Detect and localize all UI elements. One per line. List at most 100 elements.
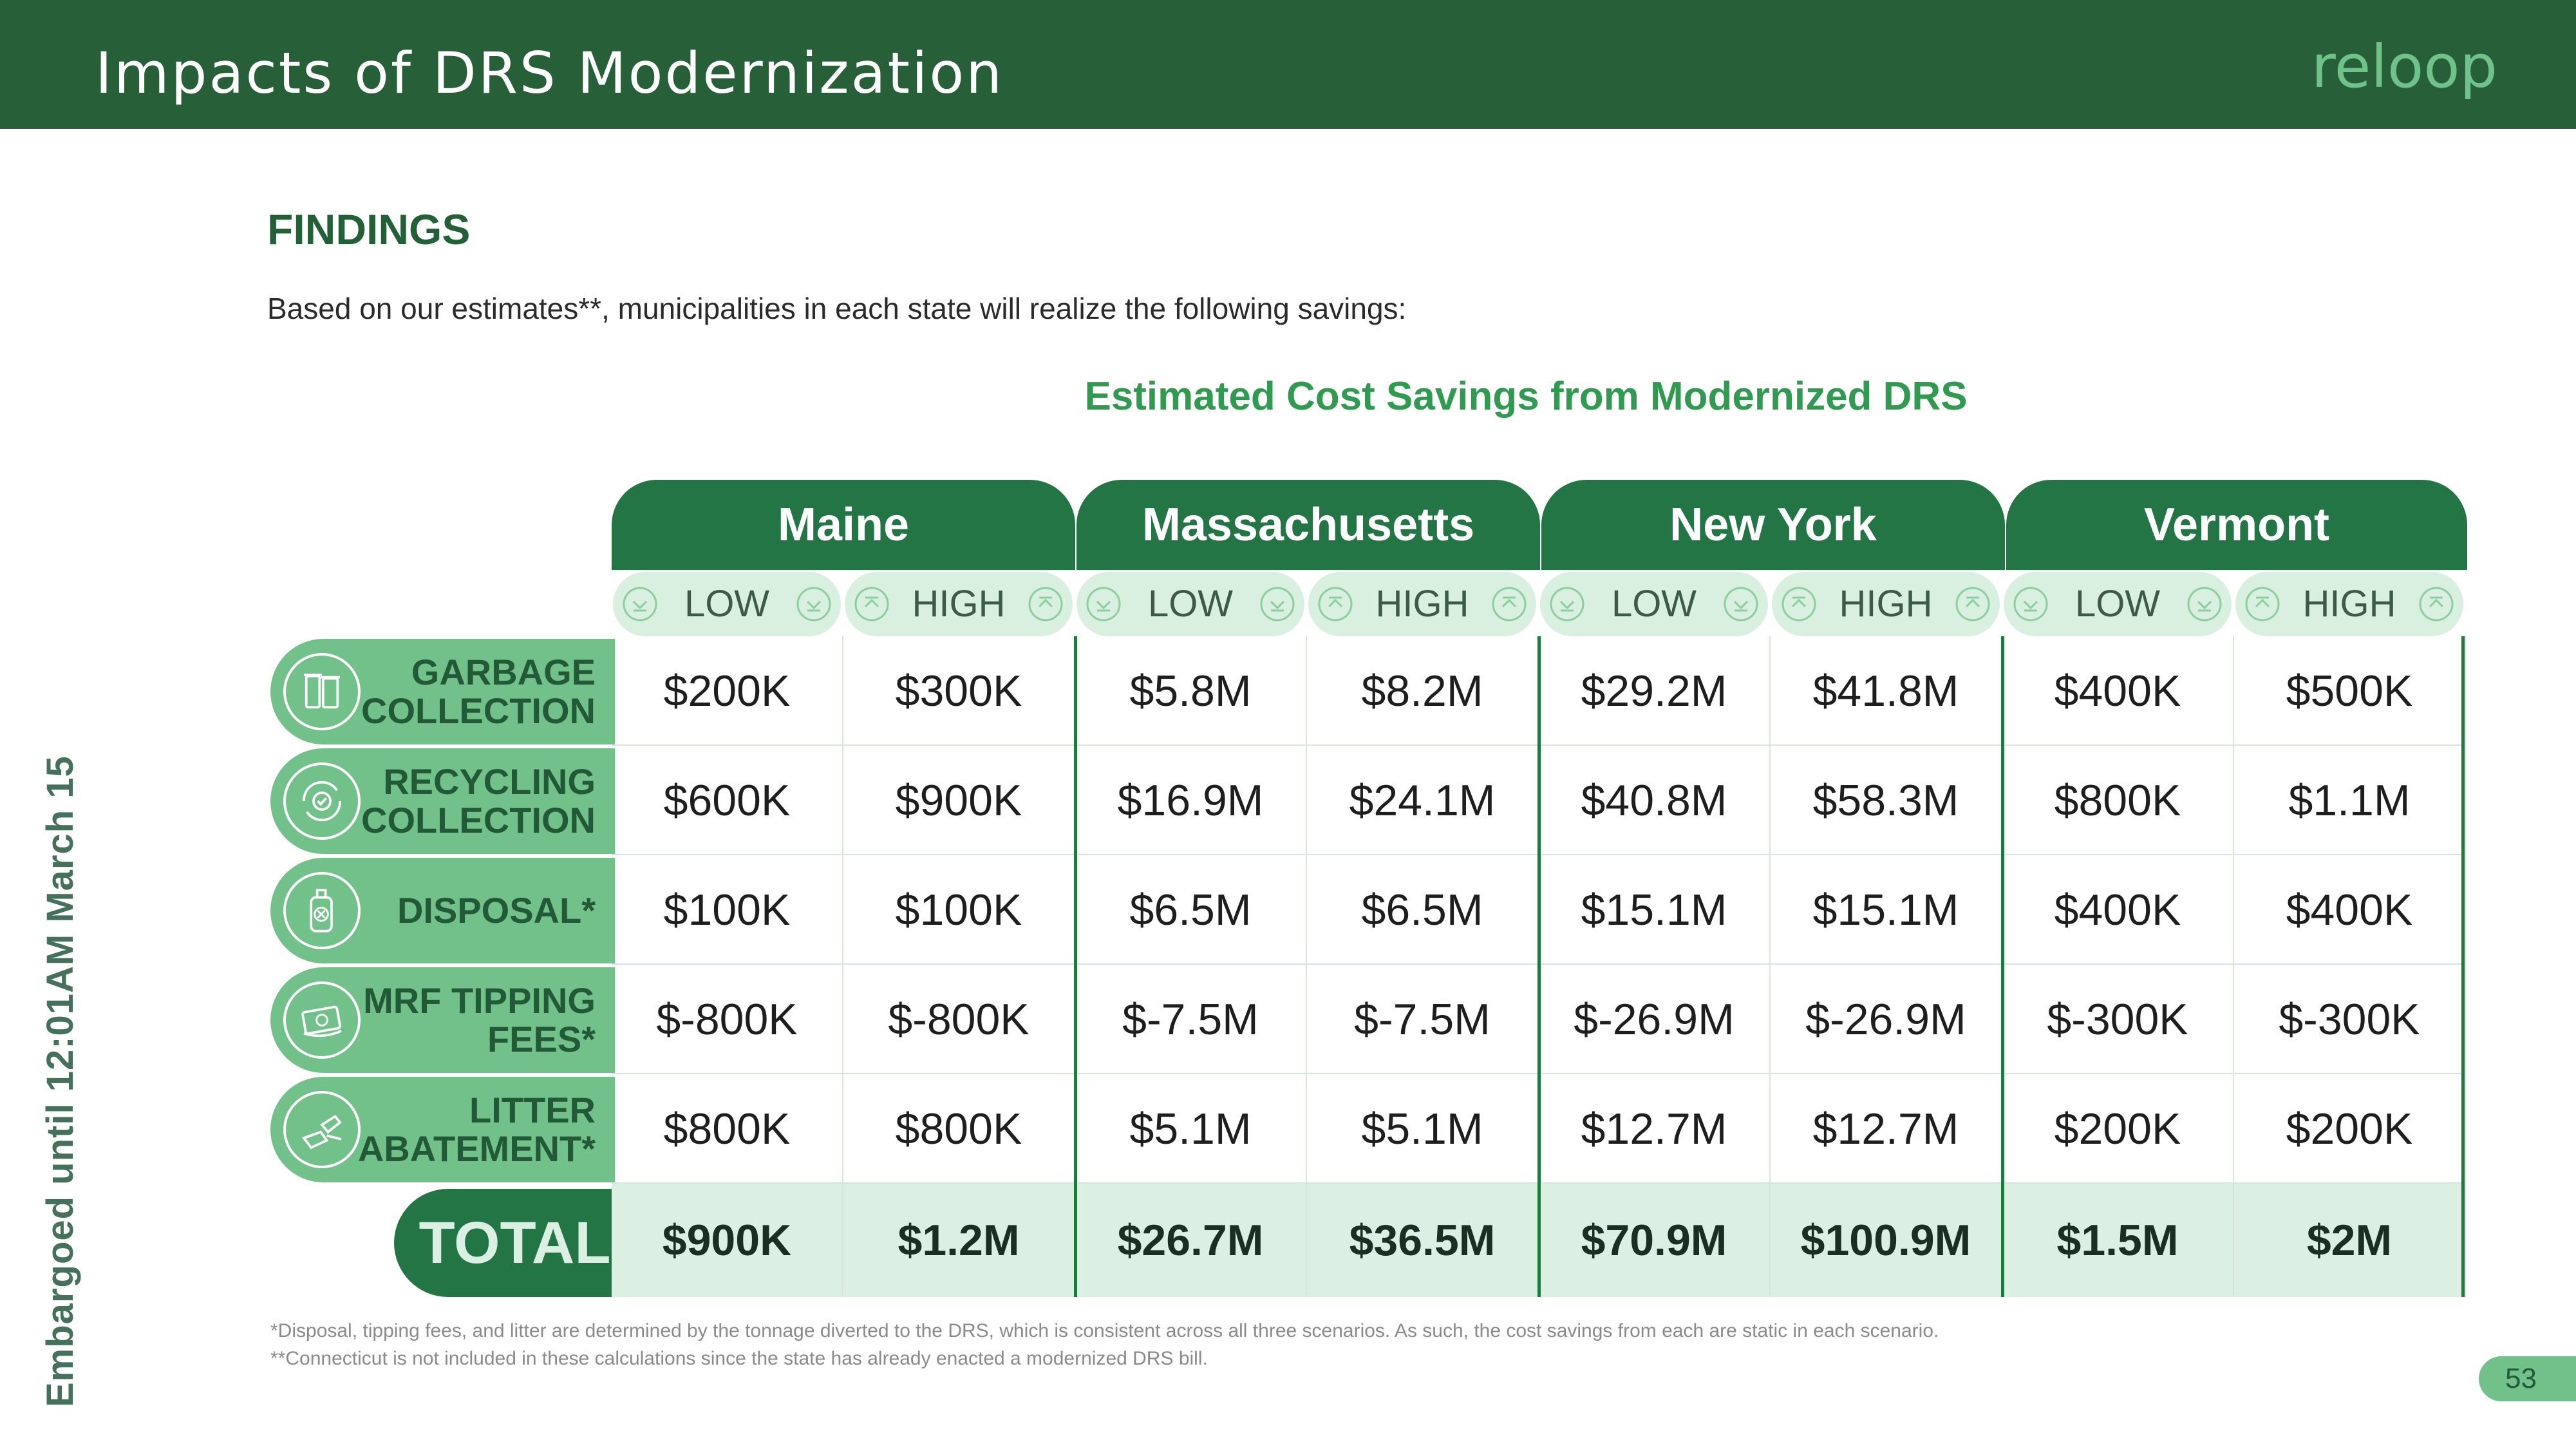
subheader-low: LOW xyxy=(1540,572,1768,636)
subheader-low: LOW xyxy=(1076,572,1304,636)
recycle-icon xyxy=(283,762,361,840)
state-header-vermont: Vermont xyxy=(2006,480,2467,570)
chevron-down-icon xyxy=(1260,587,1295,621)
subheader-label: LOW xyxy=(1611,583,1697,625)
table-cell: $58.3M xyxy=(1771,746,2002,855)
chevron-up-icon xyxy=(1318,587,1353,621)
chevron-up-icon xyxy=(2419,587,2454,621)
table-cell: $6.5M xyxy=(1075,855,1307,965)
table-cell: $900K xyxy=(843,746,1075,855)
row-label-text: GARBAGE COLLECTION xyxy=(361,652,596,731)
page-title: Impacts of DRS Modernization xyxy=(95,40,1004,106)
table-cell: $500K xyxy=(2234,636,2466,746)
table-cell: $5.1M xyxy=(1307,1074,1539,1184)
total-label: TOTAL xyxy=(394,1189,616,1297)
footnote-1: *Disposal, tipping fees, and litter are … xyxy=(270,1320,1939,1341)
header-bar: Impacts of DRS Modernization reloop xyxy=(0,0,2576,129)
total-cell: $1.5M xyxy=(2002,1184,2234,1297)
subheader-low: LOW xyxy=(2004,572,2232,636)
chevron-up-icon xyxy=(854,587,889,621)
row-label-recycling: RECYCLING COLLECTION xyxy=(270,748,615,854)
table-cell: $400K xyxy=(2002,855,2234,965)
table-cell: $-300K xyxy=(2002,965,2234,1074)
state-divider xyxy=(2001,636,2004,1297)
trash-bins-icon xyxy=(283,653,361,730)
table-cell: $8.2M xyxy=(1307,636,1539,746)
chevron-up-icon xyxy=(1955,587,1990,621)
table-cell: $40.8M xyxy=(1539,746,1771,855)
table-cell: $200K xyxy=(2002,1074,2234,1184)
reloop-logo: reloop xyxy=(2311,32,2497,101)
chevron-up-icon xyxy=(1492,587,1527,621)
chevron-up-icon xyxy=(1028,587,1063,621)
state-header-massachusetts: Massachusetts xyxy=(1076,480,1540,570)
table-cell: $100K xyxy=(843,855,1075,965)
table-cell: $-800K xyxy=(843,965,1075,1074)
table-cell: $-800K xyxy=(612,965,843,1074)
subheader-high: HIGH xyxy=(845,572,1073,636)
findings-heading: FINDINGS xyxy=(267,205,471,253)
table-cell: $600K xyxy=(612,746,843,855)
table-cell: $29.2M xyxy=(1539,636,1771,746)
table-cell: $-26.9M xyxy=(1771,965,2002,1074)
subheader-label: LOW xyxy=(684,583,770,625)
subheader-high: HIGH xyxy=(1308,572,1536,636)
table-cell: $-300K xyxy=(2234,965,2466,1074)
total-cell: $1.2M xyxy=(843,1184,1075,1297)
chevron-down-icon xyxy=(2013,587,2048,621)
row-label-mrf: MRF TIPPING FEES* xyxy=(270,967,615,1073)
subheader-label: HIGH xyxy=(912,583,1006,625)
row-label-garbage: GARBAGE COLLECTION xyxy=(270,639,615,744)
bottle-disposal-icon xyxy=(283,872,361,949)
table-cell: $6.5M xyxy=(1307,855,1539,965)
state-header-maine: Maine xyxy=(612,480,1075,570)
chevron-up-icon xyxy=(1782,587,1816,621)
subheader-label: LOW xyxy=(1147,583,1234,625)
total-cell: $2M xyxy=(2234,1184,2466,1297)
state-divider xyxy=(1074,636,1077,1297)
total-cell: $900K xyxy=(612,1184,843,1297)
table-cell: $-7.5M xyxy=(1075,965,1307,1074)
table-cell: $16.9M xyxy=(1075,746,1307,855)
row-label-text: DISPOSAL* xyxy=(397,890,596,931)
table-cell: $300K xyxy=(843,636,1075,746)
table-cell: $400K xyxy=(2002,636,2234,746)
chevron-down-icon xyxy=(1086,587,1121,621)
table-cell: $5.8M xyxy=(1075,636,1307,746)
chevron-down-icon xyxy=(796,587,831,621)
chevron-down-icon xyxy=(1724,587,1758,621)
row-label-litter: LITTER ABATEMENT* xyxy=(270,1077,615,1182)
state-divider xyxy=(2461,636,2465,1297)
table-title: Estimated Cost Savings from Modernized D… xyxy=(1084,374,1968,419)
litter-icon xyxy=(283,1091,361,1168)
row-label-text: LITTER ABATEMENT* xyxy=(357,1090,596,1169)
row-label-text: MRF TIPPING FEES* xyxy=(363,980,596,1059)
subheader-label: LOW xyxy=(2074,583,2161,625)
table-cell: $800K xyxy=(2002,746,2234,855)
table-cell: $100K xyxy=(612,855,843,965)
total-cell: $100.9M xyxy=(1771,1184,2002,1297)
subheader-label: HIGH xyxy=(1839,583,1933,625)
table-cell: $15.1M xyxy=(1539,855,1771,965)
chevron-down-icon xyxy=(623,587,657,621)
subheader-high: HIGH xyxy=(1772,572,2000,636)
total-cell: $70.9M xyxy=(1539,1184,1771,1297)
table-cell: $15.1M xyxy=(1771,855,2002,965)
table-cell: $200K xyxy=(612,636,843,746)
chevron-down-icon xyxy=(1550,587,1584,621)
svg-text:reloop: reloop xyxy=(2311,32,2497,101)
table-cell: $-26.9M xyxy=(1539,965,1771,1074)
row-label-text: RECYCLING COLLECTION xyxy=(361,761,596,840)
table-cell: $800K xyxy=(612,1074,843,1184)
total-cell: $26.7M xyxy=(1075,1184,1307,1297)
subheader-label: HIGH xyxy=(1375,583,1469,625)
subheader-label: HIGH xyxy=(2302,583,2396,625)
table-cell: $200K xyxy=(2234,1074,2466,1184)
money-icon xyxy=(283,981,361,1059)
table-cell: $12.7M xyxy=(1771,1074,2002,1184)
table-cell: $1.1M xyxy=(2234,746,2466,855)
findings-intro: Based on our estimates**, municipalities… xyxy=(267,292,1407,325)
chevron-up-icon xyxy=(2245,587,2280,621)
page-number: 53 xyxy=(2479,1356,2576,1401)
row-label-disposal: DISPOSAL* xyxy=(270,858,615,963)
